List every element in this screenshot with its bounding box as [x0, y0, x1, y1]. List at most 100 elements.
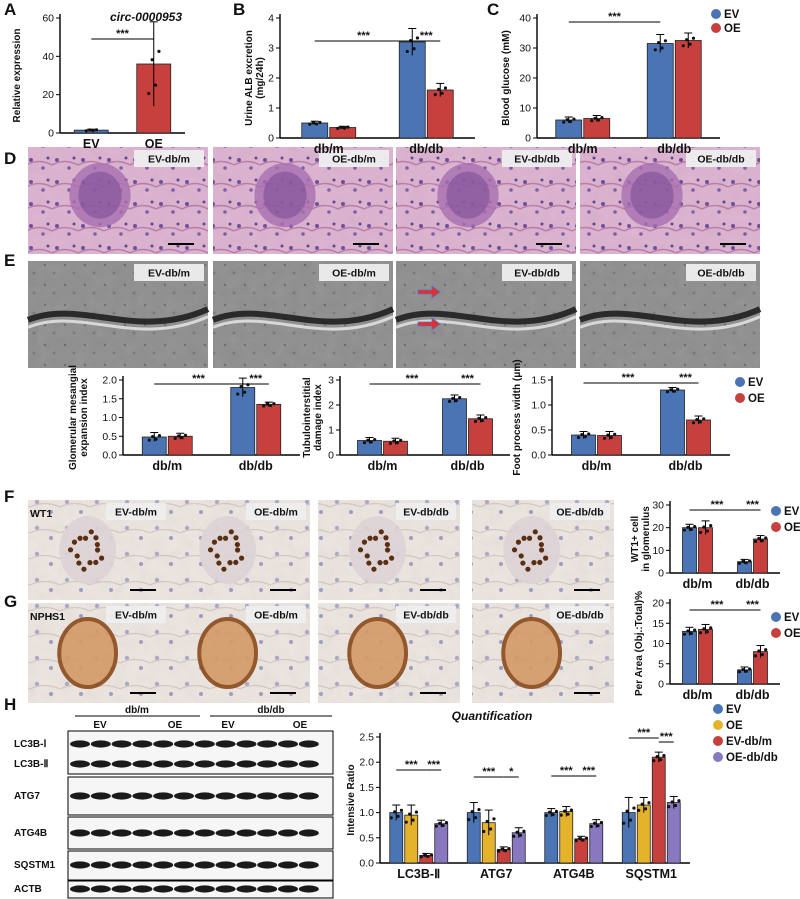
- legend-swatch: [713, 752, 723, 762]
- blot-band: [174, 792, 194, 800]
- image-label: OE-db/m: [332, 154, 376, 166]
- y-axis-label: Blood glucose (mM): [501, 30, 512, 126]
- wt1-positive-nucleus: [211, 539, 218, 545]
- blot-band: [174, 760, 194, 768]
- data-point: [685, 38, 689, 42]
- wt1-positive-nucleus: [532, 529, 538, 535]
- significance-stars: ***: [249, 373, 263, 385]
- blot-band: [236, 829, 257, 837]
- data-point: [405, 49, 409, 54]
- x-tick-label: LC3B-Ⅱ: [397, 867, 440, 881]
- blot-band: [111, 760, 132, 768]
- data-point: [757, 649, 761, 653]
- wt1-positive-nucleus: [74, 553, 80, 559]
- wt1-positive-nucleus: [543, 555, 549, 561]
- blot-band: [257, 885, 278, 893]
- wt1-positive-nucleus: [364, 553, 370, 559]
- data-point: [705, 529, 709, 533]
- legend-swatch: [771, 612, 781, 622]
- panel-letter-d: D: [4, 149, 16, 168]
- bar: [544, 812, 559, 864]
- wt1-positive-nucleus: [389, 555, 395, 561]
- wt1-positive-nucleus: [357, 547, 364, 553]
- data-point: [643, 807, 648, 811]
- blot-band: [153, 829, 174, 837]
- wt1-positive-nucleus: [526, 535, 533, 541]
- wt1-positive-nucleus: [88, 529, 94, 535]
- data-point: [670, 800, 674, 804]
- blot-band: [298, 792, 319, 800]
- chart-f: 0 10 20 30 WT1+ cell in glomerulus db/m db/db **…: [630, 499, 800, 591]
- data-point: [753, 654, 758, 658]
- panel-h-western-blot: db/m db/db EV OE EV OE LC3B-Ⅰ LC3B-Ⅱ ATG7 ATG4B SQ…: [14, 705, 334, 899]
- panel-letter-b: B: [233, 0, 245, 19]
- legend-label: EV: [748, 377, 764, 389]
- blot-band: [153, 885, 174, 893]
- data-point: [434, 824, 438, 828]
- x-tick-label: db/db: [409, 142, 443, 156]
- data-point: [265, 402, 269, 406]
- blot-band: [215, 792, 236, 800]
- bar: [666, 802, 681, 864]
- wt1-positive-nucleus: [233, 535, 239, 541]
- data-point: [757, 537, 761, 541]
- y-tick-label: 2: [328, 400, 334, 412]
- data-point: [515, 830, 519, 834]
- y-tick-label: 1.5: [102, 393, 117, 405]
- bar: [682, 527, 697, 574]
- data-point: [682, 528, 687, 532]
- blot-band: [70, 885, 90, 893]
- image-label: EV-db/db: [514, 154, 560, 166]
- panel-e-em: EV-db/m OE-db/m EV-db/db OE-db/db: [26, 261, 762, 368]
- blot-band: [194, 885, 215, 893]
- wt1-positive-nucleus: [222, 535, 229, 541]
- data-point: [395, 441, 399, 445]
- wt1-positive-nucleus: [93, 535, 99, 541]
- data-point: [576, 435, 581, 440]
- data-point: [373, 438, 377, 442]
- group-label: db/db: [257, 705, 284, 716]
- glomerulus: [59, 516, 117, 584]
- blot-band: [194, 861, 215, 869]
- capillary-space: [27, 315, 209, 331]
- image-label-bg: [319, 150, 389, 167]
- bar: [329, 127, 357, 139]
- y-tick-label: 2: [268, 73, 274, 85]
- blot-band: [278, 885, 298, 893]
- data-point: [583, 435, 587, 439]
- data-point: [653, 48, 657, 52]
- wt1-positive-nucleus: [82, 535, 89, 541]
- wt1-positive-nucleus: [71, 539, 78, 545]
- y-tick-label: 1.0: [102, 412, 117, 424]
- y-tick-label: 30: [652, 500, 664, 512]
- wt1-positive-nucleus: [87, 560, 93, 566]
- image-label-bg: [396, 606, 456, 623]
- blot-band: [174, 829, 194, 837]
- data-point: [688, 42, 692, 46]
- data-point: [581, 838, 585, 842]
- image-label: OE-db/db: [697, 154, 744, 166]
- significance-stars: ***: [711, 499, 725, 511]
- blot-band: [153, 861, 174, 869]
- data-point: [566, 812, 570, 816]
- significance-stars: ***: [405, 759, 419, 771]
- data-point: [613, 432, 617, 436]
- glomerulus: [57, 617, 119, 689]
- data-point: [339, 125, 343, 129]
- y-tick-label: 2.0: [359, 757, 374, 769]
- y-tick-label: 10: [519, 103, 531, 115]
- wt1-positive-nucleus: [525, 566, 531, 572]
- blot-band: [132, 829, 153, 837]
- legend-swatch: [713, 720, 723, 730]
- glomerulus-core: [78, 171, 122, 219]
- significance-stars: ***: [427, 759, 441, 771]
- panel-f-wt1: EV-db/m OE-db/m EV-db/db OE-db/db: [28, 500, 614, 600]
- data-point: [454, 399, 458, 403]
- data-point: [665, 390, 670, 394]
- data-point: [578, 836, 582, 841]
- y-axis-label: damage index: [313, 384, 324, 451]
- data-point: [686, 629, 690, 633]
- panel-letter-h: H: [4, 695, 16, 714]
- y-axis-label: Relative expression: [12, 29, 23, 123]
- wt1-positive-nucleus: [377, 560, 383, 566]
